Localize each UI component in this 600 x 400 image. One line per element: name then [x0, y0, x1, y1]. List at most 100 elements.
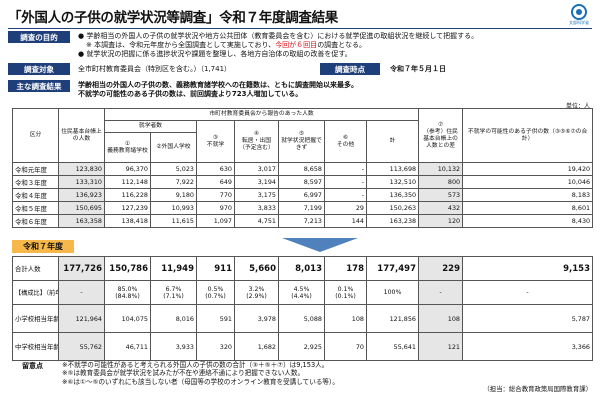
table-cell: 177,726 [58, 256, 105, 281]
table-row: 令和元年度 123,830 96,370 5,023 630 3,017 8,658-113… [12, 162, 594, 176]
table-cell: 649 [196, 175, 235, 189]
table-cell: 19,420 [462, 162, 594, 176]
row-label: 令和３年度 [12, 175, 59, 189]
table-cell: 8,016 [150, 304, 197, 333]
unit-label: 単位：人 [565, 103, 590, 110]
target-label: 調査対象 [8, 63, 70, 75]
r7-table: 合計人数 177,726 150,786 11,949 911 5,660 8,013 178… [12, 256, 593, 361]
table-cell: 121,856 [366, 304, 419, 333]
time-label: 調査時点 [320, 63, 380, 75]
table-row: 令和６年度 163,358 138,418 11,615 1,097 4,751 7,213… [12, 214, 594, 228]
table-cell: 133,310 [58, 175, 105, 189]
row-label: 令和５年度 [12, 201, 59, 215]
table-cell: 10,132 [418, 162, 464, 176]
table-cell: - [324, 175, 367, 189]
table-cell: 178 [324, 256, 367, 281]
table-cell: 0.1% (0.1%) [324, 280, 367, 305]
table-cell: 127,239 [104, 201, 151, 215]
table-cell: 1,097 [196, 214, 235, 228]
table-cell: 3,933 [150, 332, 197, 361]
row-label: 【構成比】（前年度） [12, 280, 59, 305]
row-label: 合計人数 [12, 256, 59, 281]
table-cell: 70 [324, 332, 367, 361]
table-row: 中学校相当年齢 55,762 46,711 3,933 320 1,682 2,925 70 5… [12, 332, 593, 361]
table-cell: 6,997 [278, 188, 325, 202]
table-cell: 3,194 [234, 175, 279, 189]
table-cell: 8,597 [278, 175, 325, 189]
table-cell: 2,925 [278, 332, 325, 361]
table-cell: - [324, 188, 367, 202]
results-label: 主な調査結果 [8, 80, 70, 92]
table-cell: 96,370 [104, 162, 151, 176]
row-label: 令和４年度 [12, 188, 59, 202]
header-enrolled: 就学者数 [104, 120, 197, 133]
table-cell: 770 [196, 188, 235, 202]
year-tag: 令和７年度 [12, 240, 74, 253]
table-cell: 630 [196, 162, 235, 176]
row-label: 小学校相当年齢 [12, 304, 59, 333]
table-cell: 911 [196, 256, 235, 281]
table-cell: 4,751 [234, 214, 279, 228]
header-maybe: 不就学の可能性のある子供の数（③⑤⑥⑦の合計） [462, 108, 594, 163]
table-cell: 123,830 [58, 162, 105, 176]
header-category: 区分 [12, 108, 59, 163]
table-cell: 1,682 [234, 332, 279, 361]
table-cell: 150,263 [365, 201, 420, 215]
table-row: 合計人数 177,726 150,786 11,949 911 5,660 8,013 178… [12, 256, 593, 281]
table-cell: 120 [418, 214, 464, 228]
table-cell: 10,046 [462, 175, 594, 189]
note-2: ※⑤は教育委員会が就学状況を試みたが不在や連絡不通により把握できない人数。 [62, 369, 305, 378]
table-cell: 8,658 [278, 162, 325, 176]
header-c2: ②外国人学校 [150, 132, 197, 163]
table-cell: 7,922 [150, 175, 197, 189]
header-c3: ③ 不就学 [196, 120, 235, 163]
table-row: 【構成比】（前年度）-85.0%(84.8%)6.7%(7.1%)0.5%(0.… [12, 280, 593, 305]
table-row: 令和４年度 136,923 116,228 9,180 770 3,175 6,997-13… [12, 188, 594, 202]
page-title: 「外国人の子供の就学状況等調査」令和７年度調査結果 [8, 10, 338, 26]
table-cell: 970 [196, 201, 235, 215]
table-cell: 55,641 [366, 332, 419, 361]
time-value: 令和７年５月１日 [390, 65, 446, 73]
table-cell: 121,964 [58, 304, 105, 333]
table-cell: - [324, 162, 367, 176]
header-reported: 市町村教育委員会から報告のあった人数 [103, 108, 420, 121]
history-table: 区分 住民基本台帳上の人数 市町村教育委員会から報告のあった人数 ⑦ （参考）住民… [12, 108, 594, 228]
header-total-pop: 住民基本台帳上の人数 [58, 108, 105, 163]
table-cell: 5,660 [234, 256, 279, 281]
row-label: 中学校相当年齢 [12, 332, 59, 361]
table-cell: 3,017 [234, 162, 279, 176]
row-label: 令和元年度 [12, 162, 59, 176]
table-cell: 11,949 [150, 256, 197, 281]
table-cell: 163,238 [365, 214, 420, 228]
table-cell: 8,013 [278, 256, 325, 281]
table-cell: 573 [418, 188, 464, 202]
table-cell: 8,183 [462, 188, 594, 202]
table-cell: 108 [324, 304, 367, 333]
table-cell: - [58, 280, 105, 305]
table-cell: 116,228 [104, 188, 151, 202]
table-cell: 136,350 [365, 188, 420, 202]
table-cell: 229 [418, 256, 463, 281]
table-cell: 3,175 [234, 188, 279, 202]
table-row: 令和５年度 150,695 127,239 10,993 970 3,833 7,199 29… [12, 201, 594, 215]
table-cell: 11,615 [150, 214, 197, 228]
table-cell: 55,762 [58, 332, 105, 361]
header-c5: ⑤ 就学状況把握できず [278, 120, 325, 163]
table-cell: 121 [418, 332, 463, 361]
table-row: 令和３年度 133,310 112,148 7,922 649 3,194 8,597-13… [12, 175, 594, 189]
header-c6: ⑥ その他 [324, 120, 367, 163]
table-cell: 136,923 [58, 188, 105, 202]
header-c4: ④ 転居・出国（予定含む） [234, 120, 279, 163]
table-cell: 10,993 [150, 201, 197, 215]
header-c1: ① 義務教育諸学校 [104, 132, 151, 163]
table-cell: 144 [324, 214, 367, 228]
target-value: 全市町村教育委員会（特別区を含む。）（1,741） [78, 65, 232, 73]
table-cell: 150,786 [104, 256, 151, 281]
table-cell: 3,978 [234, 304, 279, 333]
purpose-line2: ※ 本調査は、令和元年度から全国調査として実施しており、今回が６回目の調査となる… [86, 41, 366, 49]
mext-logo: 文部科学省 [568, 4, 590, 30]
footer-contact: （担当：総合教育政策局国際教育課） [483, 385, 592, 393]
purpose-label: 調査の目的 [8, 31, 70, 43]
notes-label: 留意点 [22, 362, 43, 370]
table-cell: 3.2% (2.9%) [234, 280, 279, 305]
